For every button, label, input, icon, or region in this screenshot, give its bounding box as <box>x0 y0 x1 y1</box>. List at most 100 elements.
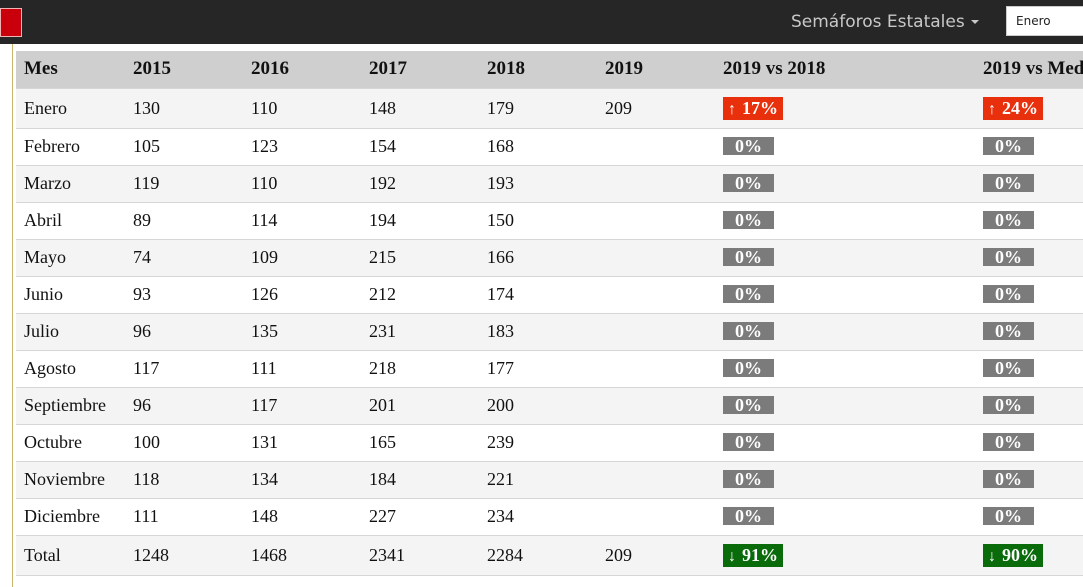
month-select[interactable]: Enero <box>1006 6 1083 36</box>
value-cell: 123 <box>251 136 278 156</box>
value-cell: 174 <box>487 284 514 304</box>
comparison-cell: 0% <box>975 498 1083 535</box>
arrow-down-icon: ↓ <box>988 547 996 565</box>
table-row: Agosto 117 111 218 177 0% 0% <box>16 350 1083 387</box>
badge-value: 91% <box>742 544 778 565</box>
no-change-badge: 0% <box>723 248 774 266</box>
comparison-cell: 0% <box>975 313 1083 350</box>
decrease-badge: ↓ 91% <box>723 543 783 567</box>
value-cell: 118 <box>133 469 160 489</box>
table-row: Abril 89 114 194 150 0% 0% <box>16 202 1083 239</box>
badge-value: 0% <box>735 321 762 341</box>
month-select-value: Enero <box>1016 14 1051 28</box>
badge-value: 0% <box>735 210 762 230</box>
no-change-badge: 0% <box>723 174 774 192</box>
value-cell: 89 <box>133 210 151 230</box>
comparison-cell: 0% <box>975 461 1083 498</box>
badge-value: 0% <box>735 506 762 526</box>
value-cell: 119 <box>133 173 160 193</box>
value-cell <box>597 276 715 313</box>
no-change-badge: 0% <box>983 359 1034 377</box>
arrow-down-icon: ↓ <box>728 547 736 565</box>
comparison-cell: 0% <box>975 387 1083 424</box>
badge-value: 0% <box>995 136 1022 156</box>
comparison-cell: 0% <box>975 128 1083 165</box>
value-cell <box>597 350 715 387</box>
value-cell: 96 <box>133 395 151 415</box>
comparison-cell: 0% <box>975 202 1083 239</box>
increase-badge: ↑ 17% <box>723 96 783 120</box>
badge-value: 0% <box>735 247 762 267</box>
value-cell: 96 <box>133 321 151 341</box>
comparison-cell: ↓ 91% <box>715 535 975 575</box>
menu-label: Semáforos Estatales <box>791 12 965 32</box>
month-cell: Marzo <box>24 173 71 193</box>
badge-value: 24% <box>1002 97 1038 118</box>
value-cell: 165 <box>369 432 396 452</box>
table-row: Mayo 74 109 215 166 0% 0% <box>16 239 1083 276</box>
value-cell: 109 <box>251 247 278 267</box>
no-change-badge: 0% <box>983 507 1034 525</box>
badge-value: 0% <box>735 432 762 452</box>
no-change-badge: 0% <box>723 470 774 488</box>
badge-value: 0% <box>735 284 762 304</box>
brand-logo[interactable] <box>0 8 22 37</box>
no-change-badge: 0% <box>723 359 774 377</box>
badge-value: 0% <box>995 173 1022 193</box>
value-cell: 209 <box>605 544 632 565</box>
table-row: Febrero 105 123 154 168 0% 0% <box>16 128 1083 165</box>
comparison-cell: 0% <box>715 498 975 535</box>
value-cell: 100 <box>133 432 160 452</box>
no-change-badge: 0% <box>983 470 1034 488</box>
value-cell <box>597 461 715 498</box>
comparison-cell: 0% <box>975 165 1083 202</box>
decrease-badge: ↓ 90% <box>983 543 1043 567</box>
month-cell: Octubre <box>24 432 82 452</box>
value-cell <box>597 313 715 350</box>
no-change-badge: 0% <box>983 137 1034 155</box>
content-border <box>12 44 13 587</box>
value-cell: 212 <box>369 284 396 304</box>
no-change-badge: 0% <box>983 285 1034 303</box>
badge-value: 0% <box>995 469 1022 489</box>
value-cell: 74 <box>133 247 151 267</box>
value-cell: 1468 <box>251 544 287 565</box>
value-cell: 148 <box>369 97 396 118</box>
value-cell <box>597 424 715 461</box>
value-cell: 111 <box>251 358 277 378</box>
badge-value: 0% <box>995 358 1022 378</box>
value-cell <box>597 165 715 202</box>
value-cell: 126 <box>251 284 278 304</box>
value-cell: 215 <box>369 247 396 267</box>
value-cell: 154 <box>369 136 396 156</box>
badge-value: 0% <box>735 395 762 415</box>
no-change-badge: 0% <box>723 285 774 303</box>
month-cell: Agosto <box>24 358 77 378</box>
column-header: 2019 <box>605 58 643 80</box>
comparison-cell: 0% <box>975 350 1083 387</box>
value-cell <box>597 128 715 165</box>
value-cell: 111 <box>133 506 159 526</box>
no-change-badge: 0% <box>983 248 1034 266</box>
value-cell <box>597 202 715 239</box>
comparison-cell: 0% <box>715 128 975 165</box>
value-cell: 117 <box>133 358 160 378</box>
value-cell: 105 <box>133 136 160 156</box>
comparison-cell: 0% <box>715 239 975 276</box>
arrow-up-icon: ↑ <box>988 100 996 118</box>
value-cell: 130 <box>133 97 160 118</box>
semaforos-estatales-menu[interactable]: Semáforos Estatales <box>791 10 979 34</box>
column-header: 2017 <box>369 58 407 80</box>
comparison-cell: 0% <box>715 387 975 424</box>
no-change-badge: 0% <box>723 137 774 155</box>
value-cell: 184 <box>369 469 396 489</box>
value-cell: 150 <box>487 210 514 230</box>
column-header: 2019 vs Media <box>983 58 1083 80</box>
value-cell <box>597 387 715 424</box>
badge-value: 90% <box>1002 544 1038 565</box>
badge-value: 0% <box>995 247 1022 267</box>
badge-value: 0% <box>735 358 762 378</box>
comparison-cell: 0% <box>715 313 975 350</box>
table-row: Diciembre 111 148 227 234 0% 0% <box>16 498 1083 535</box>
semaforo-table: Mes 2015 2016 2017 2018 2019 2019 vs 2018 2019 … <box>16 51 1083 576</box>
